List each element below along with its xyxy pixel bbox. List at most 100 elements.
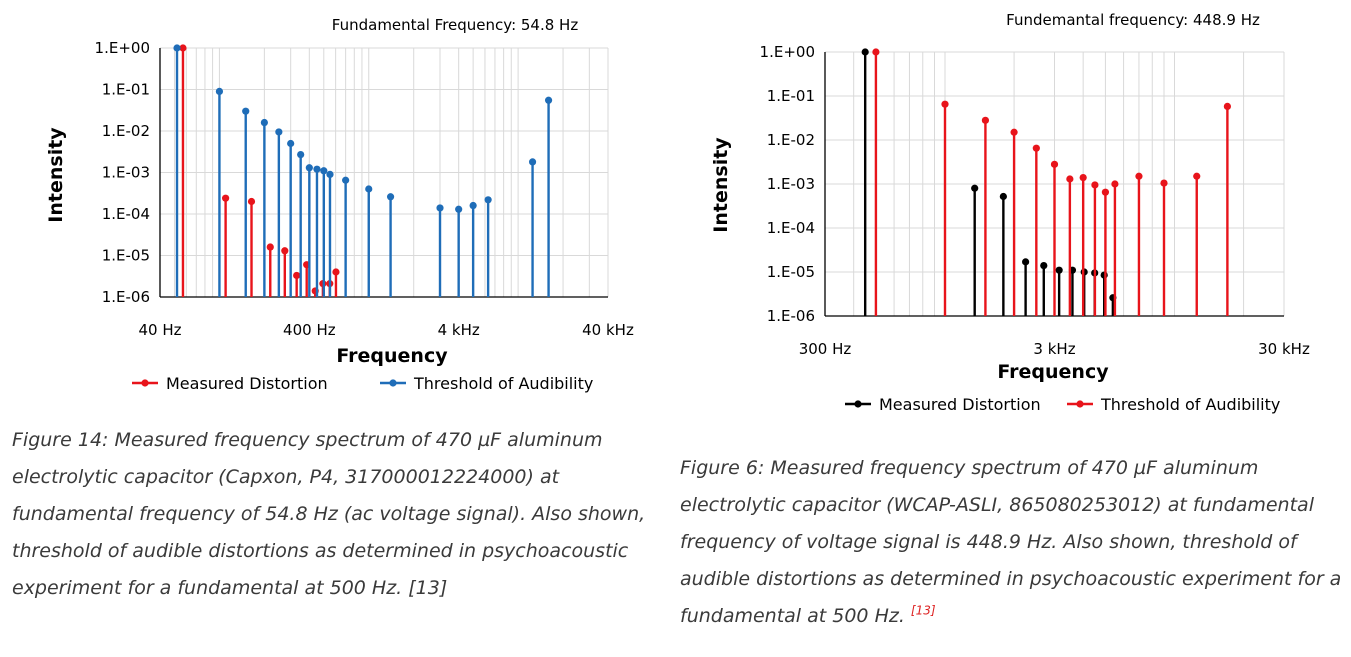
data-point: [386, 193, 395, 201]
y-tick-label: 1.E-03: [767, 175, 815, 193]
data-point: [1091, 181, 1099, 189]
data-point: [1055, 266, 1063, 274]
data-point: [1040, 261, 1048, 270]
right-caption-line: frequency of voltage signal is 448.9 Hz.…: [680, 531, 1297, 553]
series: [872, 48, 1231, 316]
left-caption-line: fundamental frequency of 54.8 Hz (ac vol…: [12, 503, 646, 525]
data-point: [275, 128, 283, 136]
y-tick-label: 1.E-06: [767, 307, 815, 325]
data-point: [981, 116, 990, 124]
data-point: [260, 118, 268, 127]
data-point: [1022, 258, 1030, 266]
data-point: [469, 201, 477, 210]
data-point: [305, 164, 313, 172]
data-point: [332, 268, 340, 276]
left-figure-caption: Figure 14: Measured frequency spectrum o…: [12, 422, 652, 607]
data-point: [971, 184, 979, 192]
left-caption-line: electrolytic capacitor (Capxon, P4, 3170…: [12, 466, 560, 488]
left-caption-line: experiment for a fundamental at 500 Hz. …: [12, 577, 448, 599]
x-tick-label: 3 kHz: [1033, 340, 1075, 358]
data-point: [287, 139, 295, 148]
data-point: [1066, 175, 1074, 183]
y-tick-label: 1.E-02: [102, 122, 150, 140]
y-tick-label: 1.E+00: [760, 43, 815, 61]
y-tick-label: 1.E-05: [767, 263, 815, 281]
chart-title: Fundamental Frequency: 54.8 Hz: [332, 16, 579, 34]
legend-label: Threshold of Audibility: [1100, 395, 1280, 414]
x-tick-label: 30 kHz: [1258, 340, 1310, 358]
data-point: [999, 192, 1007, 201]
data-point: [320, 167, 328, 175]
legend-label: Threshold of Audibility: [413, 374, 593, 393]
data-point: [293, 271, 301, 280]
data-point: [1223, 102, 1231, 111]
y-tick-label: 1.E-01: [767, 87, 815, 105]
data-point: [544, 96, 553, 104]
y-tick-label: 1.E+00: [95, 39, 150, 57]
legend-label: Measured Distortion: [166, 374, 328, 393]
legend-swatch-marker: [389, 379, 397, 387]
data-point: [1160, 179, 1168, 187]
data-point: [215, 87, 224, 95]
data-point: [297, 150, 305, 159]
right-caption-line: Figure 6: Measured frequency spectrum of…: [680, 457, 1259, 479]
data-point: [222, 194, 230, 202]
y-axis-title: Intensity: [710, 137, 732, 233]
data-point: [247, 197, 256, 206]
data-point: [484, 196, 492, 204]
right-caption-last-text: fundamental at 500 Hz.: [680, 605, 905, 627]
x-tick-label: 400 Hz: [283, 321, 336, 339]
data-point: [1010, 128, 1018, 136]
data-point: [861, 48, 869, 56]
data-point: [173, 44, 181, 52]
series: [861, 48, 1117, 316]
data-point: [455, 205, 463, 213]
chart-title: Fundemantal frequency: 448.9 Hz: [1006, 11, 1260, 29]
data-point: [326, 170, 334, 178]
right-caption-line: fundamental at 500 Hz. [13]: [680, 598, 1345, 635]
y-tick-label: 1.E-04: [767, 219, 815, 237]
right-caption-line: audible distortions as determined in psy…: [680, 568, 1342, 590]
data-point: [266, 243, 274, 251]
data-point: [1101, 188, 1110, 196]
data-point: [365, 185, 373, 193]
y-tick-label: 1.E-03: [102, 164, 150, 182]
left-caption-line: threshold of audible distortions as dete…: [12, 540, 629, 562]
data-point: [342, 176, 350, 184]
data-point: [179, 44, 187, 52]
y-tick-label: 1.E-01: [102, 81, 150, 99]
data-point: [941, 100, 949, 108]
y-axis-title: Intensity: [45, 127, 67, 223]
legend-swatch-marker: [141, 379, 149, 387]
data-point: [1032, 144, 1040, 152]
data-point: [1050, 160, 1059, 168]
y-tick-label: 1.E-05: [102, 247, 150, 265]
x-tick-label: 40 Hz: [138, 321, 181, 339]
data-point: [1100, 271, 1108, 279]
data-point: [436, 204, 444, 212]
y-tick-label: 1.E-02: [767, 131, 815, 149]
legend-swatch-marker: [854, 400, 862, 408]
x-tick-label: 300 Hz: [799, 340, 852, 358]
data-point: [313, 165, 321, 173]
right-caption-line: electrolytic capacitor (WCAP-ASLI, 86508…: [680, 494, 1314, 516]
left-caption-line: Figure 14: Measured frequency spectrum o…: [12, 429, 603, 451]
data-point: [872, 48, 880, 56]
data-point: [1111, 180, 1119, 188]
data-point: [1135, 172, 1143, 180]
legend-label: Measured Distortion: [879, 395, 1041, 414]
data-point: [1079, 173, 1087, 182]
x-tick-label: 4 kHz: [438, 321, 480, 339]
data-point: [1193, 172, 1201, 180]
data-point: [281, 247, 289, 255]
x-axis-title: Frequency: [336, 345, 448, 367]
y-tick-label: 1.E-06: [102, 288, 150, 306]
x-axis-title: Frequency: [997, 361, 1109, 383]
x-tick-label: 40 kHz: [582, 321, 634, 339]
legend-swatch-marker: [1076, 400, 1084, 408]
data-point: [528, 158, 537, 166]
reference-link[interactable]: [13]: [910, 603, 936, 618]
series: [173, 44, 553, 297]
